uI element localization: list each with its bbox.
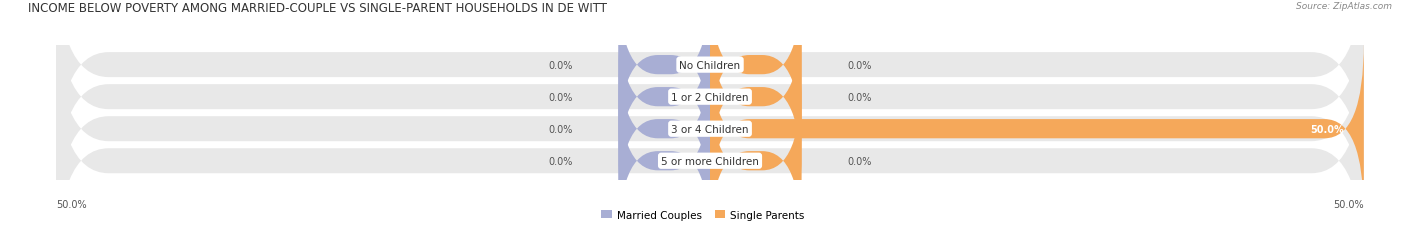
Text: 50.0%: 50.0% [56, 199, 87, 209]
FancyBboxPatch shape [56, 46, 1364, 231]
Text: 5 or more Children: 5 or more Children [661, 156, 759, 166]
Text: 0.0%: 0.0% [848, 92, 872, 102]
FancyBboxPatch shape [619, 11, 710, 183]
Text: 3 or 4 Children: 3 or 4 Children [671, 124, 749, 134]
FancyBboxPatch shape [710, 0, 801, 152]
Text: 0.0%: 0.0% [848, 156, 872, 166]
FancyBboxPatch shape [56, 0, 1364, 212]
Text: No Children: No Children [679, 60, 741, 70]
Text: 0.0%: 0.0% [548, 92, 572, 102]
Text: 1 or 2 Children: 1 or 2 Children [671, 92, 749, 102]
Text: 0.0%: 0.0% [848, 60, 872, 70]
FancyBboxPatch shape [619, 0, 710, 152]
FancyBboxPatch shape [619, 43, 710, 215]
FancyBboxPatch shape [710, 75, 801, 231]
FancyBboxPatch shape [710, 11, 801, 183]
Text: 0.0%: 0.0% [548, 124, 572, 134]
Text: 50.0%: 50.0% [1310, 124, 1344, 134]
FancyBboxPatch shape [710, 43, 1364, 215]
Text: INCOME BELOW POVERTY AMONG MARRIED-COUPLE VS SINGLE-PARENT HOUSEHOLDS IN DE WITT: INCOME BELOW POVERTY AMONG MARRIED-COUPL… [28, 2, 607, 15]
Text: 50.0%: 50.0% [1333, 199, 1364, 209]
Text: Source: ZipAtlas.com: Source: ZipAtlas.com [1296, 2, 1392, 11]
FancyBboxPatch shape [56, 0, 1364, 180]
Legend: Married Couples, Single Parents: Married Couples, Single Parents [598, 206, 808, 224]
FancyBboxPatch shape [56, 14, 1364, 231]
Text: 0.0%: 0.0% [548, 156, 572, 166]
Text: 0.0%: 0.0% [548, 60, 572, 70]
FancyBboxPatch shape [619, 75, 710, 231]
